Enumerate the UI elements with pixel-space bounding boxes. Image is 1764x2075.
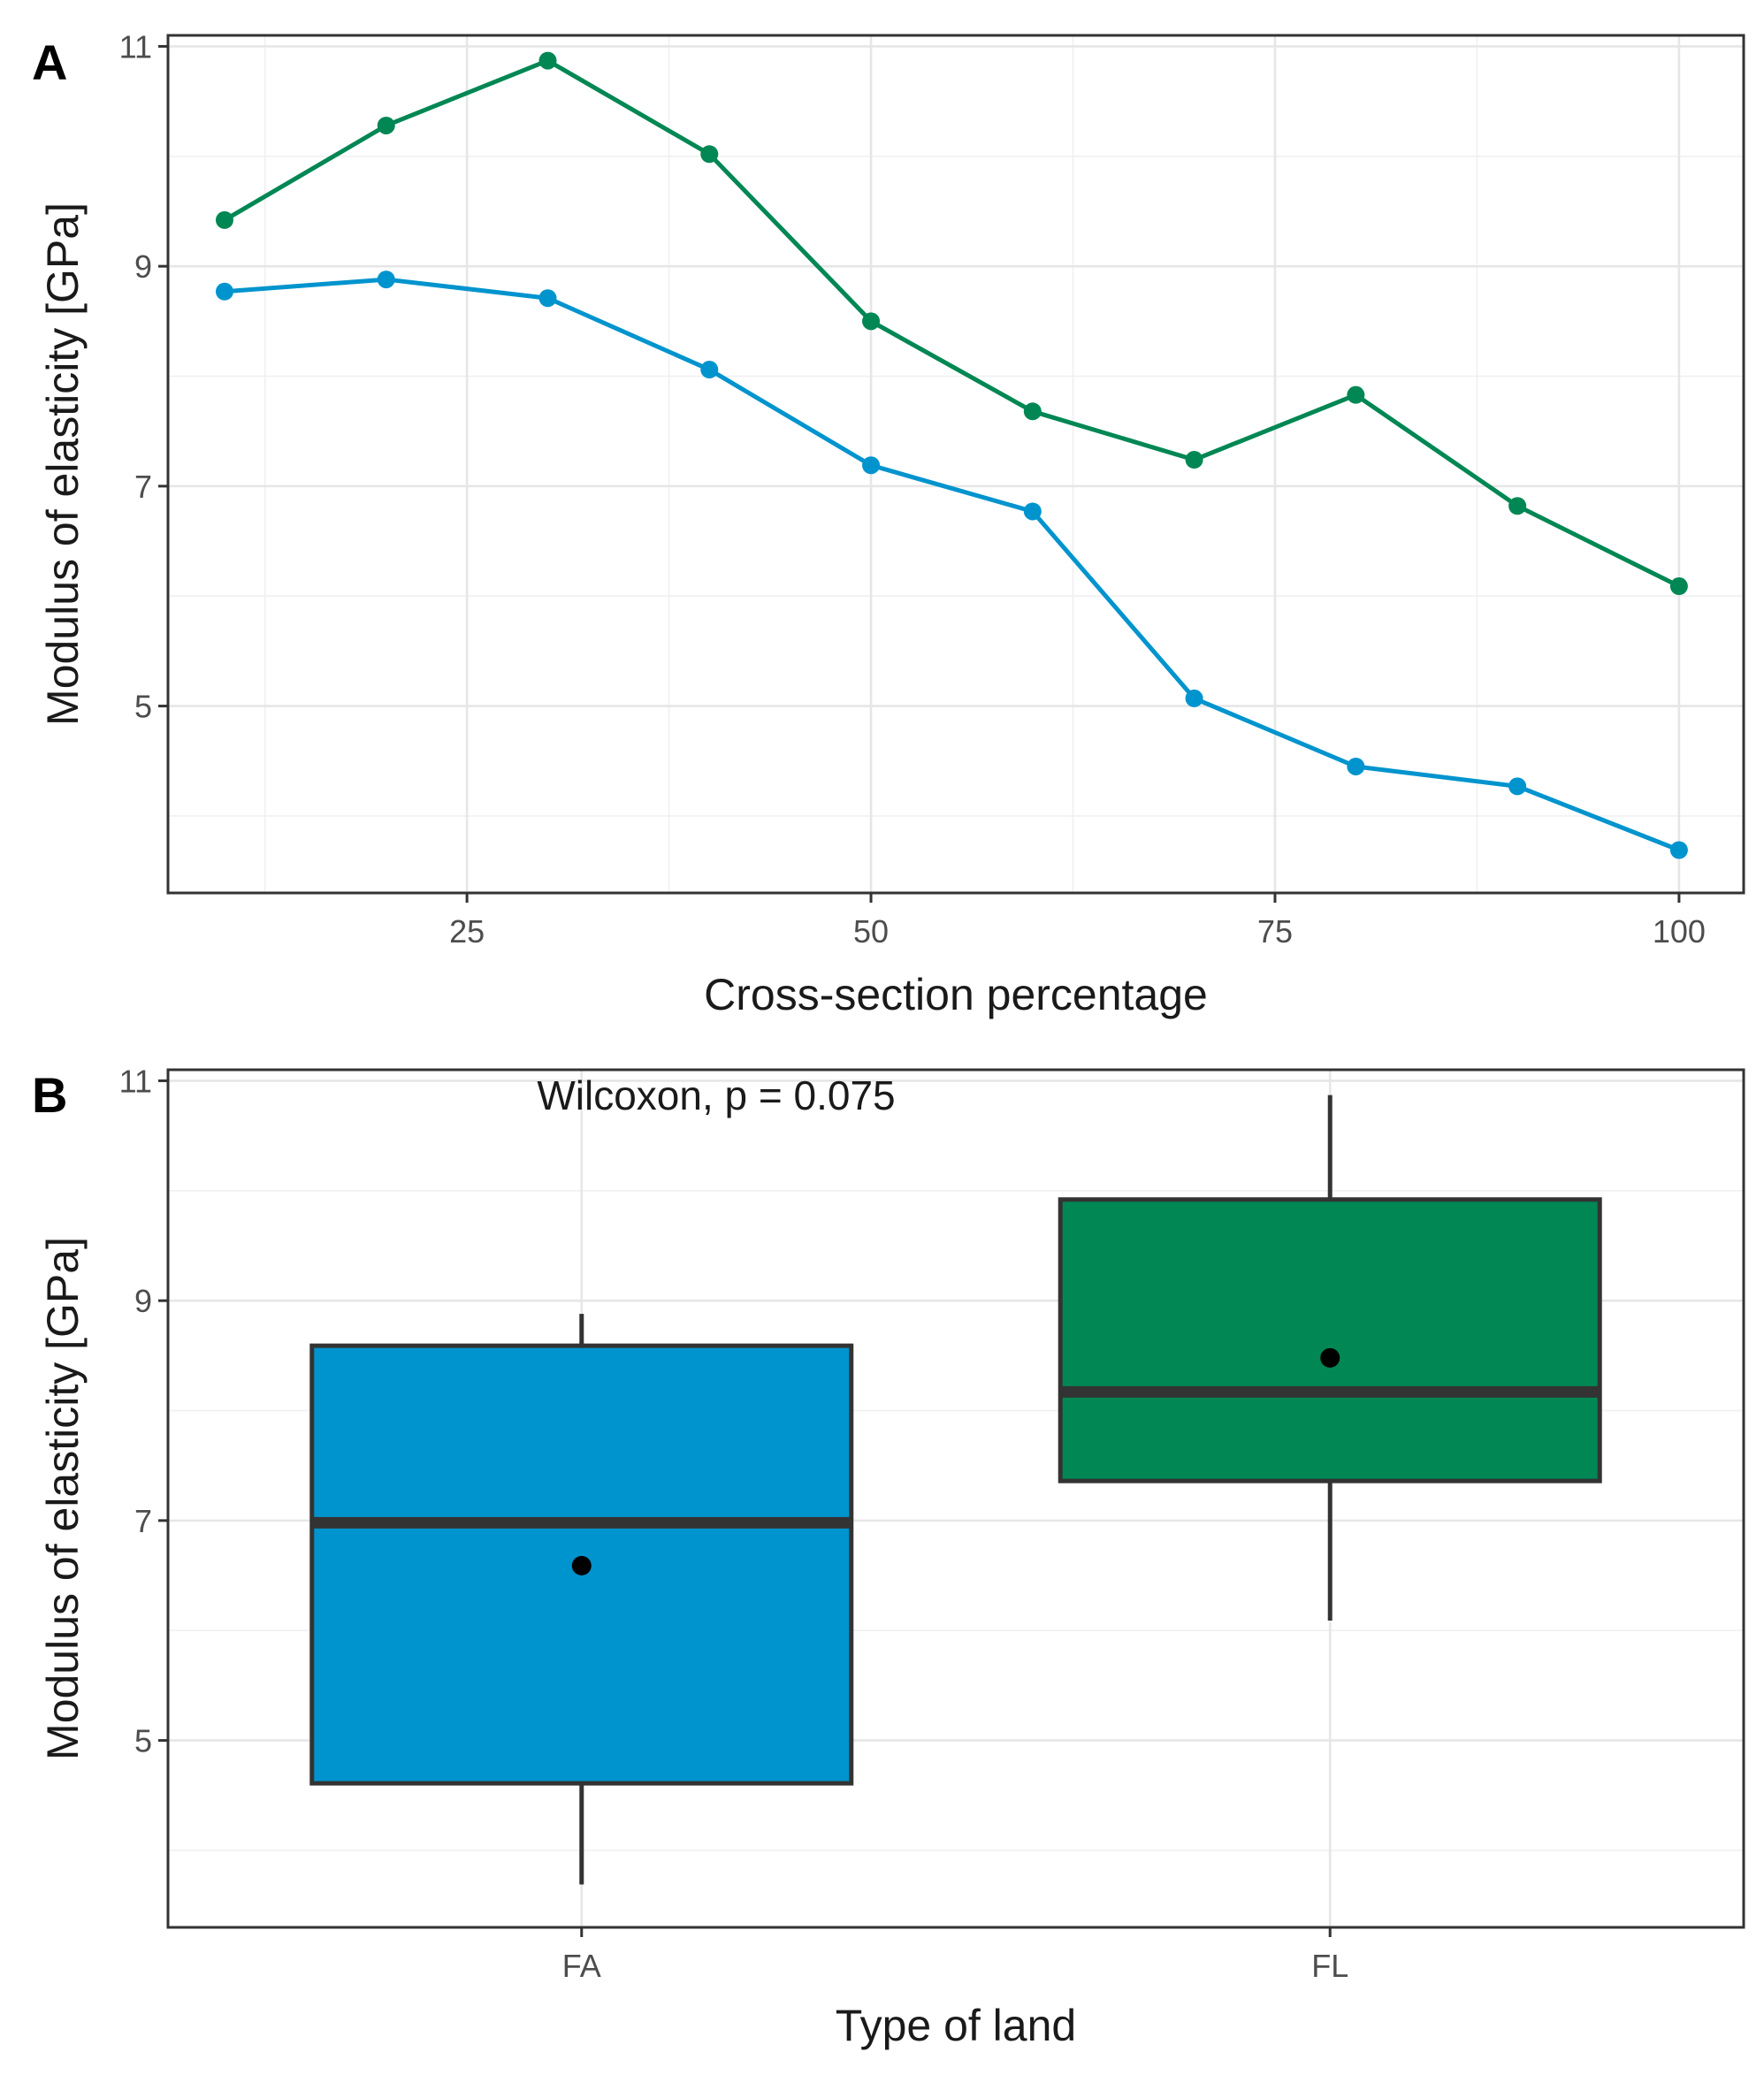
wilcoxon-annotation: Wilcoxon, p = 0.075 — [537, 1072, 895, 1118]
panel-b-border — [166, 1068, 1745, 1929]
panel-a-line-chart: A 5 7 9 11 25 50 75 100 Cross-section percenta… — [32, 28, 1745, 1019]
mean-point-fa — [571, 1555, 592, 1575]
data-point-fl — [862, 312, 881, 331]
panel-b-x-axis-title: Type of land — [836, 2001, 1076, 2050]
panel-a-major-gridlines — [168, 35, 1744, 893]
data-point-fl — [215, 210, 233, 229]
panel-a-x-tick-label: 50 — [853, 913, 889, 950]
panel-a-y-tick-label: 5 — [134, 689, 152, 725]
data-point-fl — [1669, 577, 1688, 596]
panel-a-tag: A — [32, 34, 67, 90]
data-point-fl — [1023, 402, 1042, 421]
panel-b-y-tick-label: 9 — [134, 1283, 152, 1319]
panel-a-x-axis-title: Cross-section percentage — [704, 970, 1208, 1019]
panel-b-y-axis: 5 7 9 11 — [119, 1063, 168, 1759]
panel-b-y-axis-title: Modulus of elasticity [GPa] — [38, 1237, 88, 1760]
data-point-fl — [538, 51, 557, 70]
data-point-fa — [1669, 841, 1688, 859]
panel-a-y-tick-label: 7 — [134, 469, 152, 505]
panel-a-x-tick-label: 100 — [1653, 913, 1706, 950]
panel-b-y-tick-label: 11 — [119, 1063, 152, 1099]
panel-b-tag: B — [32, 1067, 67, 1123]
panel-a-y-tick-label: 11 — [119, 28, 152, 65]
data-point-fl — [700, 145, 719, 164]
data-point-fl — [377, 116, 395, 134]
data-point-fa — [538, 289, 557, 308]
panel-b-boxes — [309, 1095, 1602, 1885]
panel-a-y-axis: 5 7 9 11 — [119, 28, 168, 725]
mean-point-fl — [1320, 1347, 1340, 1368]
panel-b-x-tick-label: FA — [562, 1948, 601, 1984]
panel-b-x-tick-label: FL — [1311, 1948, 1348, 1984]
panel-b-y-tick-label: 5 — [134, 1723, 152, 1759]
panel-b-x-axis: FA FL — [562, 1927, 1348, 1984]
panel-b-y-tick-label: 7 — [134, 1503, 152, 1539]
data-point-fl — [1347, 385, 1365, 404]
panel-a-minor-gridlines — [168, 35, 1744, 893]
data-point-fl — [1508, 497, 1527, 515]
data-point-fa — [1185, 689, 1203, 707]
panel-a-border — [166, 34, 1745, 895]
panel-a-x-tick-label: 25 — [449, 913, 485, 950]
box-fl — [1058, 1197, 1602, 1484]
data-point-fa — [215, 282, 233, 301]
panel-a-y-tick-label: 9 — [134, 248, 152, 285]
panel-b-box-plot: B 5 7 9 11 FA FL Wilcoxon, p = 0.075 Type of… — [32, 1063, 1745, 2050]
data-point-fa — [700, 361, 719, 379]
data-point-fa — [1347, 757, 1365, 775]
data-point-fl — [1185, 451, 1203, 469]
series-line-fl — [223, 58, 1681, 589]
panel-a-series — [215, 51, 1688, 859]
panel-a-x-axis: 25 50 75 100 — [449, 893, 1706, 950]
data-point-fa — [1023, 502, 1042, 521]
data-point-fa — [377, 271, 395, 289]
data-point-fa — [1508, 777, 1527, 796]
panel-a-x-tick-label: 75 — [1257, 913, 1293, 950]
series-line-fa — [224, 277, 1680, 852]
panel-a-y-axis-title: Modulus of elasticity [GPa] — [38, 202, 88, 726]
data-point-fa — [862, 456, 881, 475]
